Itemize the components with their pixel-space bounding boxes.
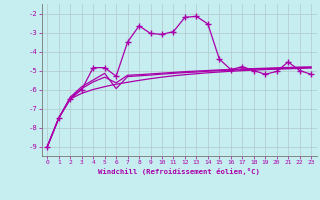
X-axis label: Windchill (Refroidissement éolien,°C): Windchill (Refroidissement éolien,°C) <box>98 168 260 175</box>
